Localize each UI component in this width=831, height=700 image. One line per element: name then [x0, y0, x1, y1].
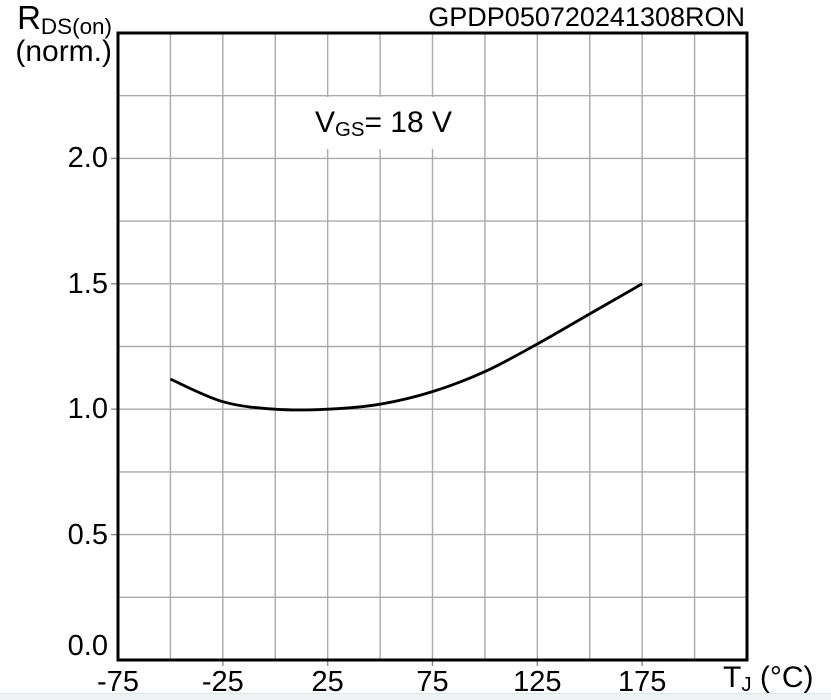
rdson-curve	[169, 282, 643, 412]
plot-frame	[116, 31, 749, 662]
bottom-page-edge-strip	[0, 693, 831, 700]
